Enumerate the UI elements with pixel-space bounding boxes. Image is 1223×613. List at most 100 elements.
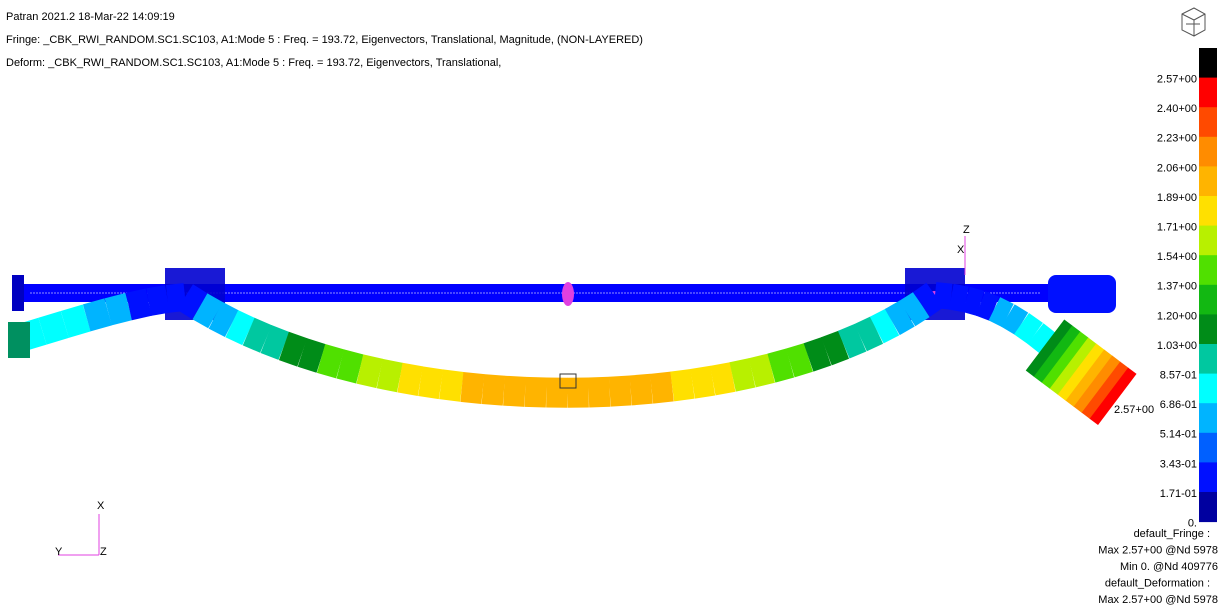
deformed-segment: [877, 322, 893, 330]
legend-swatch: [1199, 137, 1217, 167]
legend-swatch: [1199, 196, 1217, 226]
legend-swatch: [1199, 48, 1217, 78]
deformed-segment: [966, 299, 980, 303]
deformed-segment: [672, 384, 692, 387]
deformed-segment: [713, 377, 733, 381]
deformed-segment: [589, 392, 610, 393]
deformed-segment: [232, 324, 249, 332]
deformed-segment: [631, 389, 652, 391]
end-fitting: [8, 322, 30, 358]
legend-label: 2.06+00: [1157, 162, 1197, 174]
summary-line: Max 2.57+00 @Nd 5978: [1098, 544, 1218, 556]
deformed-segment: [861, 330, 877, 338]
triad-y: Y: [55, 546, 63, 558]
deformed-segment: [400, 378, 420, 382]
summary: default_Fringe : Max 2.57+00 @Nd 5978 Min …: [1098, 528, 1218, 606]
deformed-segment: [249, 332, 266, 339]
deformed-segment: [994, 309, 1008, 316]
deformed-segment: [200, 306, 216, 315]
deformed-segment: [951, 297, 966, 300]
deformed-segment: [284, 346, 302, 352]
viewport: Patran 2021.2 18-Mar-22 14:09:19 Fringe:…: [0, 0, 1223, 608]
deformed-segment: [752, 368, 771, 373]
deformed-segment: [65, 318, 87, 325]
deformed-segment: [733, 373, 753, 377]
deformed-segment: [921, 295, 935, 305]
deformed-segment: [216, 315, 232, 323]
legend-label: 1.20+00: [1157, 310, 1197, 322]
deformed-segment: [149, 299, 168, 302]
legend-label: 2.23+00: [1157, 133, 1197, 145]
deformed-segment: [340, 364, 360, 369]
summary-line: default_Fringe :: [1134, 528, 1210, 540]
deformed-segment: [185, 297, 200, 306]
legend-label: 1.71-01: [1160, 488, 1197, 500]
global-triad: [58, 514, 99, 555]
legend-swatch: [1199, 166, 1217, 196]
legend-label: 2.57+00: [1157, 74, 1197, 86]
deformed-segment: [321, 358, 340, 364]
legend-label: 2.40+00: [1157, 103, 1197, 115]
legend-label: 5.14-01: [1160, 429, 1197, 441]
legend-swatch: [1199, 492, 1217, 522]
summary-line: default_Deformation :: [1105, 577, 1210, 589]
deformed-segment: [935, 295, 951, 297]
deformed-segment: [108, 307, 129, 312]
deformed-segment: [504, 391, 525, 392]
deformed-segment: [380, 374, 400, 378]
deformed-segment: [302, 352, 321, 358]
triad-z: Z: [100, 546, 107, 558]
deformed-segment: [167, 297, 185, 299]
deformed-segment: [525, 392, 546, 393]
legend-label: 8.57-01: [1160, 370, 1197, 382]
deformed-segment: [1021, 324, 1035, 334]
summary-line: Max 2.57+00 @Nd 5978: [1098, 594, 1218, 606]
legend-swatch: [1199, 314, 1217, 344]
deformed-segment: [652, 387, 673, 389]
triad-x: X: [97, 500, 105, 512]
deformed-segment: [610, 390, 631, 391]
deformed-segment: [360, 369, 380, 374]
deformed-segment: [42, 324, 64, 331]
legend-label: 3.43-01: [1160, 458, 1197, 470]
deformed-segment: [826, 345, 843, 352]
deformed-segment: [907, 305, 921, 314]
legend-label: 1.54+00: [1157, 251, 1197, 263]
legend-swatch: [1199, 226, 1217, 256]
deformed-segment: [87, 312, 108, 318]
legend-swatch: [1199, 344, 1217, 374]
deformed-segment: [420, 381, 441, 384]
color-legend: 2.57+00 2.40+00 2.23+00 2.06+00 1.89+00 1.71+…: [1157, 48, 1217, 530]
logo: [1182, 8, 1205, 36]
legend-swatch: [1199, 433, 1217, 463]
local-x: X: [957, 244, 965, 256]
header-title: Patran 2021.2 18-Mar-22 14:09:19: [6, 11, 175, 23]
legend-label: 1.03+00: [1157, 340, 1197, 352]
deformed-segment: [483, 389, 504, 391]
legend-swatch: [1199, 374, 1217, 404]
deformed-segment: [266, 339, 284, 346]
summary-line: Min 0. @Nd 409776: [1120, 561, 1218, 573]
deformed-segment: [771, 363, 790, 368]
fringe-info: Fringe: _CBK_RWI_RANDOM.SC1.SC103, A1:Mo…: [6, 34, 643, 46]
legend-swatch: [1199, 255, 1217, 285]
max-label: 2.57+00: [1114, 404, 1154, 416]
legend-label: 1.89+00: [1157, 192, 1197, 204]
deformed-segment: [981, 303, 995, 308]
local-z: Z: [963, 224, 970, 236]
legend-label: 6.86-01: [1160, 399, 1197, 411]
deformed-segment: [809, 351, 827, 357]
deformed-segment: [441, 384, 462, 387]
deformed-segment: [844, 338, 861, 345]
deformed-segment: [129, 302, 149, 306]
deformed-segment: [790, 357, 808, 363]
deform-info: Deform: _CBK_RWI_RANDOM.SC1.SC103, A1:Mo…: [6, 57, 501, 69]
deformed-segment: [1008, 315, 1022, 323]
legend-swatch: [1199, 403, 1217, 433]
legend-swatch: [1199, 78, 1217, 108]
legend-label: 1.71+00: [1157, 222, 1197, 234]
legend-swatch: [1199, 107, 1217, 137]
deformed-segment: [693, 381, 713, 384]
deformed-segment: [462, 387, 483, 389]
legend-swatch: [1199, 285, 1217, 315]
